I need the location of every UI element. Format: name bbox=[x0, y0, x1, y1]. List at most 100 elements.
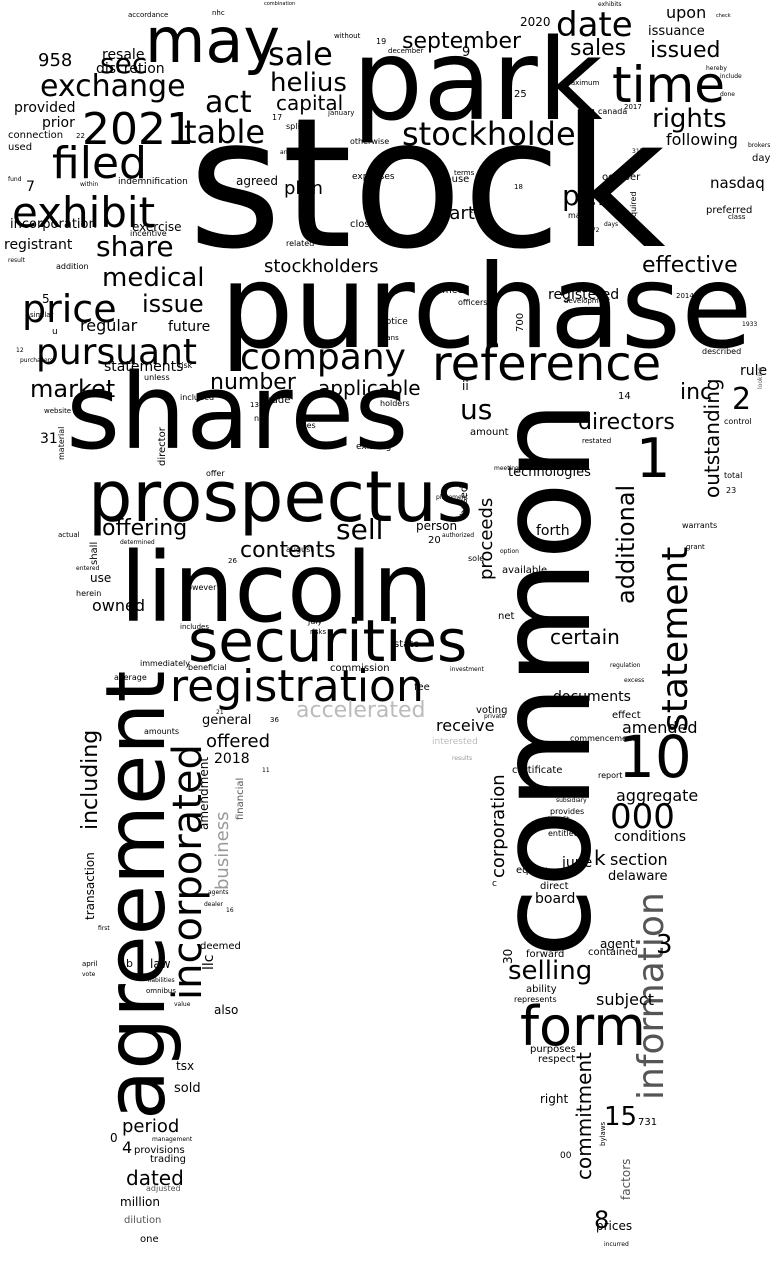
word-discretion: discretion bbox=[96, 61, 165, 77]
word-right: right bbox=[540, 1092, 569, 1106]
word-purchasers: purchasers bbox=[20, 357, 54, 364]
word-n700: 700 bbox=[515, 312, 526, 332]
word-accelerated: accelerated bbox=[296, 698, 426, 723]
word-company: company bbox=[240, 337, 406, 378]
word-certificate: certificate bbox=[512, 765, 563, 776]
word-exhibits: exhibits bbox=[598, 1, 622, 8]
word-january: january bbox=[328, 109, 355, 117]
word-officers: officers bbox=[458, 298, 488, 307]
word-lincoln: lincoln bbox=[120, 532, 434, 644]
word-commencement: commencement bbox=[570, 734, 636, 743]
word-made: made bbox=[262, 395, 291, 406]
word-done: done bbox=[720, 91, 735, 98]
word-warrants: warrants bbox=[682, 521, 718, 530]
word-sales: sales bbox=[570, 36, 627, 61]
word-provided: provided bbox=[14, 100, 76, 116]
word-respect: respect bbox=[538, 1054, 576, 1065]
word-form: form bbox=[520, 995, 646, 1058]
word-offer: offer bbox=[206, 469, 225, 478]
word-n3: 3 bbox=[656, 930, 673, 960]
word-2020: 2020 bbox=[520, 15, 551, 29]
word-stock: stock bbox=[188, 80, 666, 289]
word-ii: ii bbox=[462, 379, 469, 393]
word-split: split bbox=[286, 122, 303, 131]
word-plans: plans bbox=[380, 334, 399, 342]
word-market: market bbox=[30, 375, 116, 403]
word-class: class bbox=[728, 213, 746, 221]
word-2014: 2014 bbox=[676, 292, 694, 300]
word-n15: 15 bbox=[604, 1102, 638, 1132]
word-tsx: tsx bbox=[176, 1059, 195, 1073]
word-aggregate: aggregate bbox=[616, 786, 699, 805]
word-following: following bbox=[666, 130, 738, 149]
word-n7: 7 bbox=[26, 179, 35, 195]
word-sale: sale bbox=[268, 35, 333, 73]
word-development: development bbox=[564, 297, 611, 305]
word-b: b bbox=[126, 957, 133, 970]
word-factors: factors bbox=[619, 1158, 633, 1200]
word-resale: resale bbox=[102, 47, 145, 63]
word-maximum: maximum bbox=[564, 79, 600, 87]
word-n00: 00 bbox=[560, 1151, 572, 1161]
word-herein: herein bbox=[76, 589, 102, 598]
word-registrant: registrant bbox=[4, 237, 73, 253]
word-purposes: purposes bbox=[530, 1044, 576, 1055]
word-control: control bbox=[724, 417, 752, 426]
word-incentive: incentive bbox=[130, 229, 167, 238]
word-statement: statement bbox=[655, 546, 696, 732]
word-cause: cause bbox=[440, 174, 470, 185]
word-n18: 18 bbox=[514, 183, 523, 191]
word-october: october bbox=[602, 172, 641, 183]
word-risk: risk bbox=[178, 361, 193, 370]
word-million: million bbox=[120, 1195, 160, 1209]
word-december: december bbox=[388, 47, 424, 55]
word-capital: capital bbox=[276, 91, 344, 115]
word-june: june bbox=[562, 855, 593, 871]
word-without: without bbox=[334, 32, 361, 40]
word-trading: trading bbox=[150, 1154, 186, 1165]
word-agreed: agreed bbox=[236, 174, 279, 188]
word-interested: interested bbox=[432, 737, 478, 747]
word-n000: 000 bbox=[610, 797, 675, 837]
word-directors: directors bbox=[578, 410, 675, 435]
word-including: including bbox=[78, 729, 103, 830]
word-agent: agent bbox=[600, 937, 635, 951]
word-nasdaq: nasdaq bbox=[710, 174, 765, 192]
word-incorporation: incorporation bbox=[10, 217, 97, 232]
word-also: also bbox=[214, 1003, 239, 1017]
word-include: include bbox=[720, 73, 742, 80]
word-person: person bbox=[416, 519, 458, 533]
word-website: website bbox=[44, 407, 72, 415]
word-provisions: provisions bbox=[134, 1145, 185, 1156]
word-first: first bbox=[98, 925, 110, 932]
word-authorized: authorized bbox=[442, 532, 475, 539]
word-entered: entered bbox=[76, 565, 100, 572]
word-august: august bbox=[286, 545, 314, 554]
word-n20: 20 bbox=[428, 535, 441, 546]
word-offering: offering bbox=[102, 516, 188, 541]
word-included: included bbox=[180, 393, 215, 402]
word-material: material bbox=[57, 426, 66, 460]
word-notice: notice bbox=[380, 317, 408, 327]
word-documents: documents bbox=[553, 689, 631, 705]
word-conditions: conditions bbox=[614, 829, 687, 845]
word-amendment: amendment bbox=[197, 756, 211, 830]
word-price: price bbox=[22, 287, 117, 331]
word-total: total bbox=[724, 471, 743, 480]
word-management: management bbox=[152, 1136, 193, 1143]
word-share: share bbox=[96, 230, 174, 263]
word-looking: looking bbox=[757, 367, 764, 389]
word-director: director bbox=[157, 427, 168, 466]
word-receive: receive bbox=[436, 716, 495, 735]
word-equity: equity bbox=[516, 865, 548, 876]
word-terms: terms bbox=[454, 169, 475, 177]
word-net: net bbox=[498, 611, 515, 622]
word-general: general bbox=[202, 713, 252, 728]
word-sold: sold bbox=[174, 1081, 201, 1096]
word-april: april bbox=[82, 960, 98, 968]
word-registered: registered bbox=[548, 287, 620, 303]
word-investment: investment bbox=[450, 666, 484, 673]
word-date: date bbox=[556, 5, 633, 45]
word-connection: connection bbox=[8, 130, 64, 141]
